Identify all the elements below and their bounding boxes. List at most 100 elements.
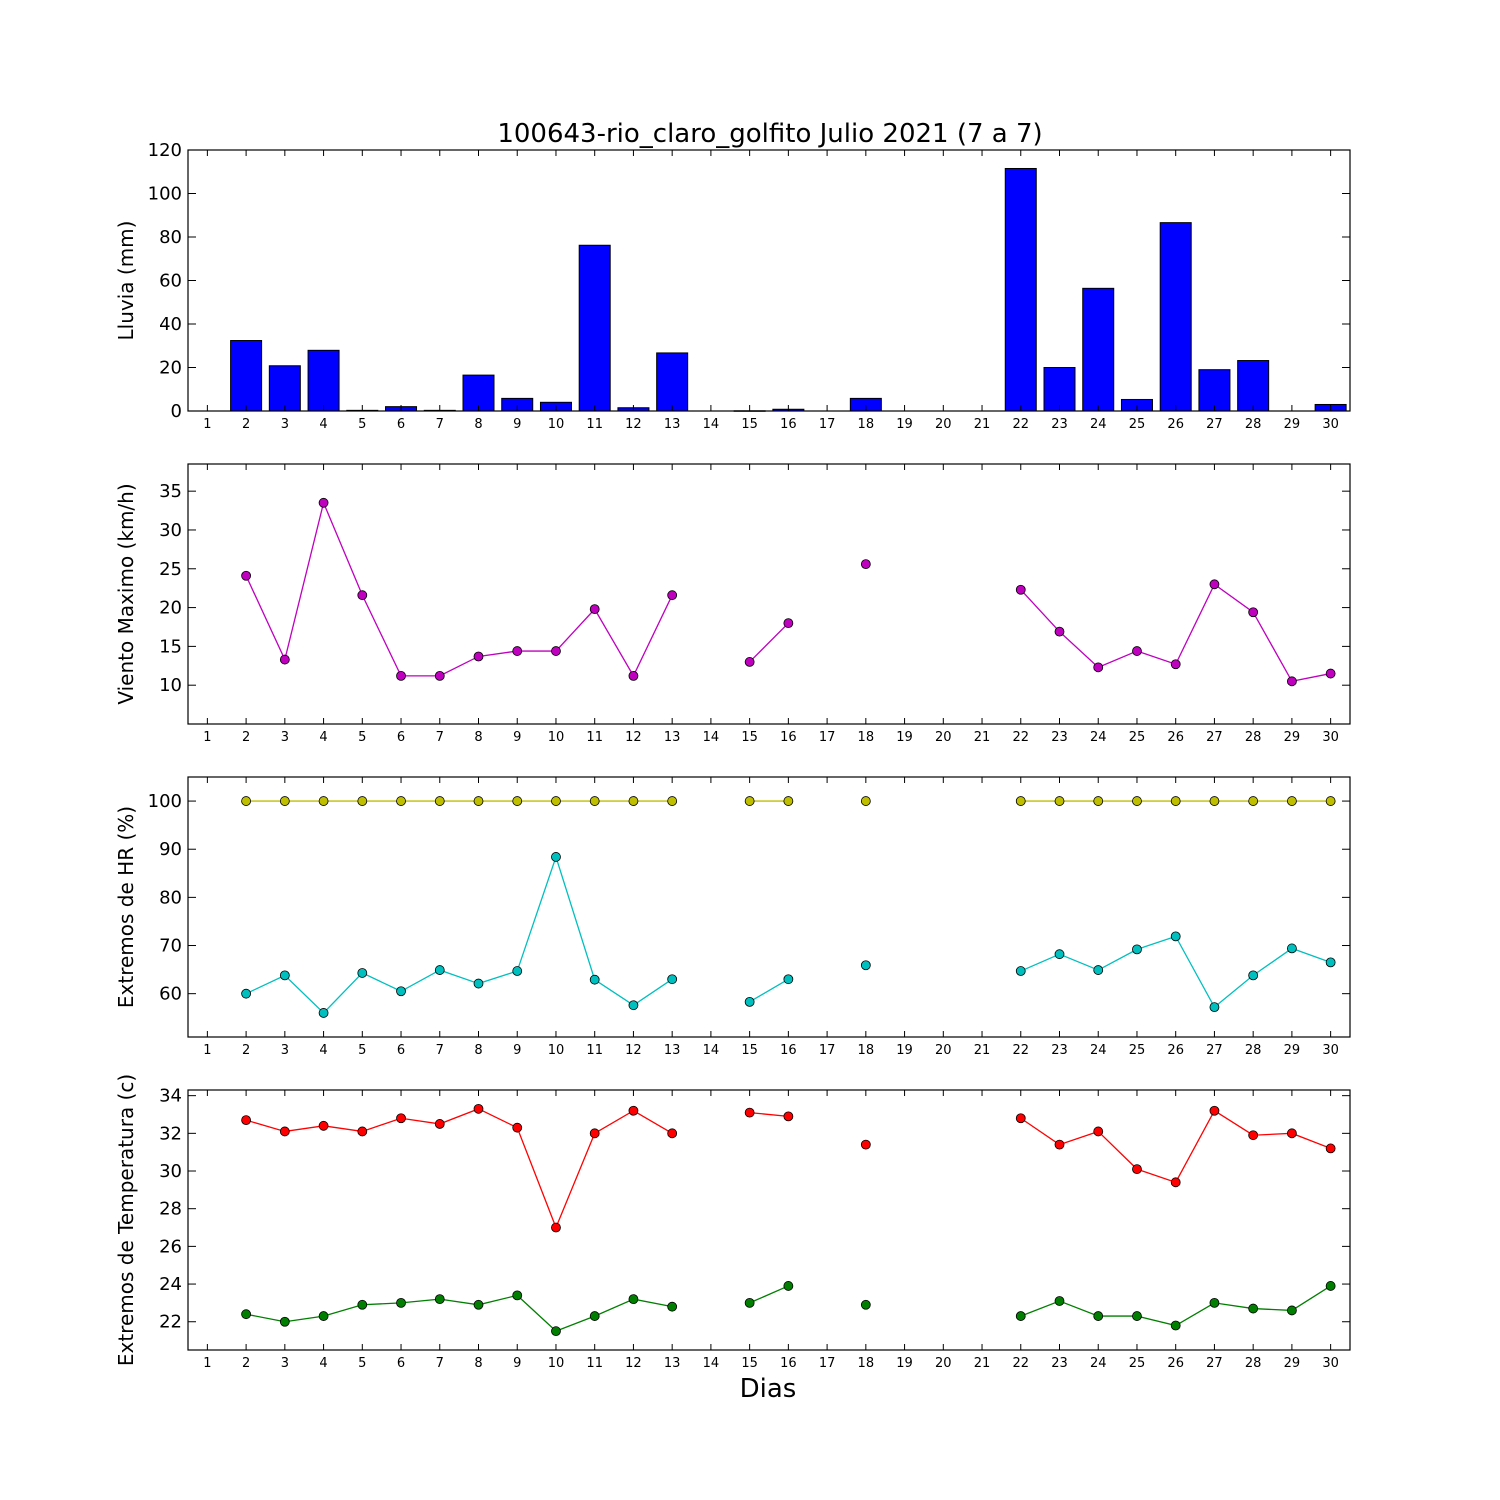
data-point-day-27 xyxy=(1209,579,1220,590)
data-point-day-28 xyxy=(1248,796,1259,806)
bar-day-2 xyxy=(230,340,263,412)
data-point-day-30 xyxy=(1325,1143,1336,1154)
data-point-day-23 xyxy=(1054,1139,1065,1150)
data-point-day-8 xyxy=(473,978,484,989)
data-point-day-22 xyxy=(1015,584,1026,595)
x-tick-label: 27 xyxy=(1206,1356,1223,1371)
bar-day-23 xyxy=(1043,367,1076,412)
x-tick-label: 3 xyxy=(281,730,289,745)
data-point-day-13 xyxy=(667,1128,678,1139)
data-point-day-9 xyxy=(512,646,523,656)
data-point-day-11 xyxy=(589,796,600,806)
series-line-1 xyxy=(749,1285,789,1304)
y-tick-label: 100 xyxy=(148,184,182,205)
x-tick-label: 17 xyxy=(819,1043,836,1058)
y-tick-label: 90 xyxy=(159,839,182,860)
data-point-day-4 xyxy=(318,1120,329,1131)
x-tick-label: 23 xyxy=(1051,1356,1068,1371)
data-point-day-25 xyxy=(1132,1164,1142,1175)
data-point-day-12 xyxy=(628,796,639,806)
x-tick-label: 24 xyxy=(1090,1043,1107,1058)
subplot-temperature: 1 2 3 4 5 6 7 8 9 10 11 12 13 14 15 16 17 18 19 20 21 22 23 24 2… xyxy=(114,1074,1351,1371)
data-point-day-7 xyxy=(434,965,445,975)
x-tick-label: 23 xyxy=(1051,417,1068,432)
data-point-day-18 xyxy=(860,796,871,806)
bar-day-26 xyxy=(1159,222,1192,412)
data-point-day-5 xyxy=(357,590,368,601)
data-point-day-4 xyxy=(318,497,329,508)
data-point-day-5 xyxy=(357,796,368,806)
x-tick-label: 9 xyxy=(513,1043,521,1058)
data-point-day-3 xyxy=(279,1126,290,1137)
x-tick-label: 10 xyxy=(548,1356,565,1371)
y-tick-label: 24 xyxy=(159,1274,182,1295)
x-tick-label: 18 xyxy=(858,730,875,745)
y-tick-label: 30 xyxy=(159,520,182,541)
bar-day-13 xyxy=(656,352,689,412)
x-tick-label: 10 xyxy=(548,730,565,745)
x-tick-label: 30 xyxy=(1322,730,1339,745)
data-point-day-30 xyxy=(1325,668,1336,679)
x-tick-label: 28 xyxy=(1245,1043,1262,1058)
x-tick-label: 10 xyxy=(548,1043,565,1058)
y-tick-label: 60 xyxy=(159,984,182,1005)
bar-day-11 xyxy=(578,244,611,412)
x-tick-label: 14 xyxy=(703,730,720,745)
data-point-day-30 xyxy=(1325,957,1336,968)
axes-frame xyxy=(187,1089,1351,1351)
data-point-day-12 xyxy=(628,1294,639,1305)
x-tick-label: 27 xyxy=(1206,730,1223,745)
y-tick-label: 60 xyxy=(159,271,182,292)
series-line-0 xyxy=(749,1111,789,1118)
data-point-day-27 xyxy=(1209,1105,1220,1116)
data-point-day-15 xyxy=(744,1107,755,1118)
data-point-day-2 xyxy=(241,1115,252,1126)
y-tick-label: 40 xyxy=(159,314,182,335)
data-point-day-24 xyxy=(1093,1126,1104,1137)
x-tick-label: 12 xyxy=(625,1043,642,1058)
x-tick-label: 13 xyxy=(664,417,681,432)
data-point-day-25 xyxy=(1132,1311,1142,1321)
x-tick-label: 30 xyxy=(1322,1043,1339,1058)
data-point-day-11 xyxy=(589,1311,600,1321)
x-tick-label: 23 xyxy=(1051,730,1068,745)
data-point-day-11 xyxy=(589,604,600,615)
x-tick-label: 9 xyxy=(513,417,521,432)
data-point-day-28 xyxy=(1248,1303,1259,1314)
data-point-day-18 xyxy=(860,559,871,570)
x-tick-label: 7 xyxy=(436,1356,444,1371)
x-tick-label: 24 xyxy=(1090,730,1107,745)
data-point-day-27 xyxy=(1209,1002,1220,1013)
data-point-day-8 xyxy=(473,1299,484,1310)
bar-day-4 xyxy=(307,349,340,412)
x-tick-label: 11 xyxy=(586,1043,603,1058)
x-tick-label: 6 xyxy=(397,1043,405,1058)
data-point-day-9 xyxy=(512,1290,523,1301)
y-tick-label: 22 xyxy=(159,1312,182,1333)
x-tick-label: 21 xyxy=(974,1356,991,1371)
x-tick-label: 8 xyxy=(474,1356,482,1371)
bar-day-27 xyxy=(1198,369,1231,412)
data-point-day-7 xyxy=(434,1294,445,1305)
x-tick-label: 8 xyxy=(474,1043,482,1058)
data-point-day-29 xyxy=(1287,943,1297,954)
data-point-day-16 xyxy=(783,1281,794,1291)
x-tick-label: 15 xyxy=(741,417,758,432)
x-tick-label: 4 xyxy=(319,1356,327,1371)
y-tick-label: 32 xyxy=(159,1123,182,1144)
x-tick-label: 25 xyxy=(1129,417,1146,432)
data-point-day-22 xyxy=(1015,966,1026,976)
x-tick-label: 29 xyxy=(1284,730,1301,745)
data-point-day-10 xyxy=(551,1222,561,1233)
y-tick-label: 10 xyxy=(159,675,182,696)
y-tick-label: 30 xyxy=(159,1161,182,1182)
x-tick-label: 3 xyxy=(281,1043,289,1058)
data-point-day-26 xyxy=(1170,1320,1181,1331)
data-point-day-11 xyxy=(589,974,600,985)
data-point-day-3 xyxy=(279,970,290,981)
data-point-day-16 xyxy=(783,618,794,629)
x-tick-label: 28 xyxy=(1245,417,1262,432)
data-point-day-13 xyxy=(667,974,678,985)
data-point-day-9 xyxy=(512,966,523,976)
